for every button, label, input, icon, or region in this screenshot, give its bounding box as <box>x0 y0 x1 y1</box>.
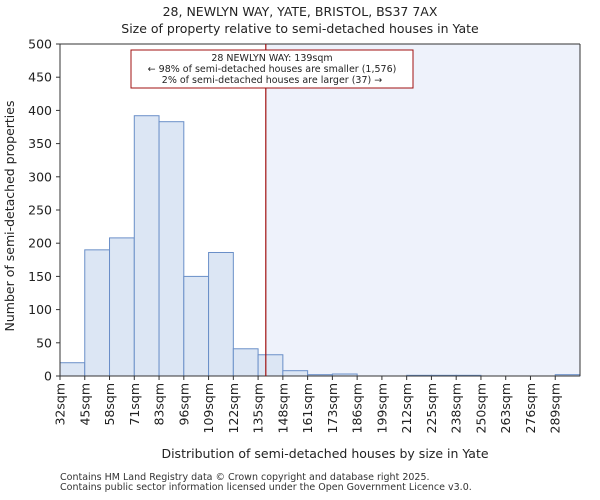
larger-region-shade <box>265 44 580 376</box>
x-tick-label-148sqm: 148sqm <box>275 383 290 433</box>
y-tick-label-50: 50 <box>36 335 52 350</box>
x-tick-label-289sqm: 289sqm <box>548 383 563 433</box>
y-tick-label-400: 400 <box>28 103 52 118</box>
footer-line-1: Contains HM Land Registry data © Crown c… <box>60 472 430 483</box>
x-tick-label-122sqm: 122sqm <box>226 383 241 433</box>
bar-109sqm <box>208 251 234 377</box>
plot-area: 0 50 100 150 200 250 300 350 400 450 500 32sqm 45sqm… <box>28 37 581 433</box>
x-tick-label-32sqm: 32sqm <box>53 383 68 426</box>
annotation-box <box>130 49 414 89</box>
bar-135sqm <box>257 354 284 377</box>
x-tick-label-109sqm: 109sqm <box>201 383 216 433</box>
x-tick-label-58sqm: 58sqm <box>102 383 117 426</box>
y-tick-label-0: 0 <box>44 369 52 384</box>
chart-title: 28, NEWLYN WAY, YATE, BRISTOL, BS37 7AX <box>163 4 438 19</box>
x-tick-label-263sqm: 263sqm <box>498 383 513 433</box>
bar-45sqm <box>84 249 111 377</box>
y-tick-label-150: 150 <box>28 269 52 284</box>
footer-line-2: Contains public sector information licen… <box>60 482 472 493</box>
x-tick-label-199sqm: 199sqm <box>374 383 389 433</box>
x-axis-label: Distribution of semi-detached houses by … <box>161 446 488 461</box>
y-tick-label-450: 450 <box>28 70 52 85</box>
x-tick-label-83sqm: 83sqm <box>152 383 167 426</box>
y-tick-label-100: 100 <box>28 302 52 317</box>
x-tick-label-212sqm: 212sqm <box>399 383 414 433</box>
bar-58sqm <box>109 237 135 377</box>
annotation-line-3: 2% of semi-detached houses are larger (3… <box>162 75 382 86</box>
x-tick-label-238sqm: 238sqm <box>449 383 464 433</box>
bar-83sqm <box>158 121 185 377</box>
chart-subtitle: Size of property relative to semi-detach… <box>121 21 479 36</box>
x-tick-label-96sqm: 96sqm <box>176 383 191 426</box>
x-tick-label-250sqm: 250sqm <box>473 383 488 433</box>
annotation-line-1: 28 NEWLYN WAY: 139sqm <box>211 53 332 64</box>
x-tick-label-71sqm: 71sqm <box>127 383 142 426</box>
x-tick-label-173sqm: 173sqm <box>325 383 340 433</box>
y-tick-label-350: 350 <box>28 136 52 151</box>
bar-122sqm <box>232 348 259 377</box>
annotation-line-2: ← 98% of semi-detached houses are smalle… <box>148 64 397 75</box>
x-tick-label-161sqm: 161sqm <box>300 383 315 433</box>
y-tick-label-500: 500 <box>28 37 52 52</box>
y-axis-label: Number of semi-detached properties <box>2 101 17 332</box>
y-tick-label-300: 300 <box>28 169 52 184</box>
bar-32sqm <box>59 362 86 377</box>
x-tick-label-276sqm: 276sqm <box>523 383 538 433</box>
bar-71sqm <box>133 115 160 377</box>
footer: Contains HM Land Registry data © Crown c… <box>60 473 472 493</box>
x-tick-label-186sqm: 186sqm <box>350 383 365 433</box>
y-tick-label-250: 250 <box>28 203 52 218</box>
bar-96sqm <box>183 275 210 377</box>
x-tick-label-225sqm: 225sqm <box>424 383 439 433</box>
x-tick-label-135sqm: 135sqm <box>251 383 266 433</box>
x-tick-label-45sqm: 45sqm <box>77 383 92 426</box>
bar-148sqm <box>282 370 309 377</box>
y-tick-label-200: 200 <box>28 236 52 251</box>
